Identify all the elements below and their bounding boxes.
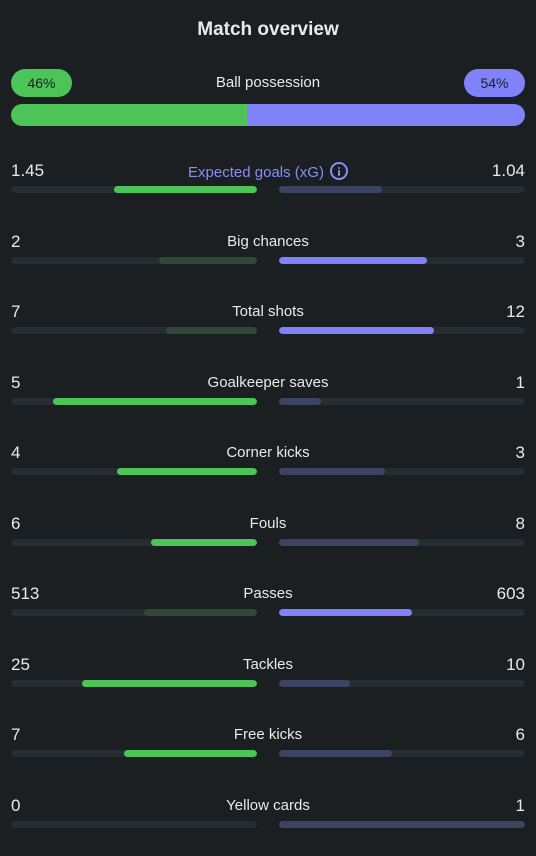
- stat-label-text: Goalkeeper saves: [207, 374, 329, 391]
- stat-label-text: Free kicks: [233, 726, 303, 743]
- home-value: 2: [11, 232, 21, 251]
- away-bar-fill: [279, 327, 434, 334]
- home-bar-track: [11, 257, 257, 264]
- stat-label: Total shots: [11, 303, 525, 320]
- away-bar-track: [279, 186, 525, 193]
- home-bar-track: [11, 680, 257, 687]
- stat-row: 4 Corner kicks 3: [11, 443, 525, 487]
- possession-bar-home: [11, 104, 248, 126]
- away-bar-fill: [279, 609, 412, 616]
- info-icon[interactable]: [329, 162, 348, 180]
- away-bar-track: [279, 257, 525, 264]
- possession-bar: [11, 104, 525, 126]
- away-value: 12: [506, 302, 525, 321]
- away-value: 10: [506, 655, 525, 674]
- home-bar-fill: [165, 327, 257, 334]
- home-value: 7: [11, 725, 21, 744]
- home-bar-track: [11, 821, 257, 828]
- away-bar-fill: [279, 257, 427, 264]
- stat-label: Tackles: [11, 656, 525, 673]
- home-bar-fill: [124, 750, 257, 757]
- home-value: 6: [11, 514, 21, 533]
- home-value: 4: [11, 443, 21, 462]
- stat-label[interactable]: Expected goals (xG): [11, 162, 525, 181]
- stat-row: 1.45 Expected goals (xG) 1.04: [11, 161, 525, 205]
- stat-label-text: Total shots: [232, 303, 304, 320]
- away-value: 8: [515, 514, 525, 533]
- home-bar-fill: [158, 257, 257, 264]
- stat-row: 6 Fouls 8: [11, 514, 525, 558]
- away-bar-track: [279, 539, 525, 546]
- home-value: 7: [11, 302, 21, 321]
- away-bar-track: [279, 398, 525, 405]
- home-bar-fill: [143, 609, 257, 616]
- away-possession-badge: 54%: [464, 69, 525, 97]
- stat-label: Yellow cards: [11, 797, 525, 814]
- away-value: 603: [496, 584, 525, 603]
- home-bar-track: [11, 468, 257, 475]
- away-bar-track: [279, 821, 525, 828]
- stat-label: Passes: [11, 585, 525, 602]
- home-bar-fill: [82, 680, 257, 687]
- stat-label-text: Fouls: [249, 515, 287, 532]
- away-value: 1.04: [491, 161, 525, 180]
- home-value: 25: [11, 655, 30, 674]
- away-bar-track: [279, 327, 525, 334]
- away-bar-fill: [279, 398, 321, 405]
- stat-row: 25 Tackles 10: [11, 655, 525, 699]
- home-possession-badge: 46%: [11, 69, 72, 97]
- away-bar-track: [279, 468, 525, 475]
- away-bar-fill: [279, 821, 525, 828]
- stat-row: 2 Big chances 3: [11, 232, 525, 276]
- away-bar-fill: [279, 539, 420, 546]
- away-value: 3: [515, 232, 525, 251]
- stat-row: 7 Free kicks 6: [11, 725, 525, 769]
- home-bar-track: [11, 398, 257, 405]
- away-value: 1: [515, 373, 525, 392]
- stat-row: 0 Yellow cards 1: [11, 796, 525, 840]
- away-value: 6: [515, 725, 525, 744]
- possession-header: 46% Ball possession 54%: [11, 69, 525, 97]
- stat-row: 513 Passes 603: [11, 584, 525, 628]
- away-bar-track: [279, 750, 525, 757]
- away-bar-fill: [279, 750, 393, 757]
- stat-label-text: Tackles: [242, 656, 294, 673]
- stat-label-text: Big chances: [227, 233, 309, 250]
- stat-label: Corner kicks: [11, 444, 525, 461]
- away-bar-fill: [279, 186, 383, 193]
- home-bar-fill: [52, 398, 257, 405]
- home-value: 513: [11, 584, 40, 603]
- possession-label: Ball possession: [215, 74, 321, 91]
- home-bar-fill: [151, 539, 257, 546]
- home-bar-track: [11, 186, 257, 193]
- stat-label: Goalkeeper saves: [11, 374, 525, 391]
- home-value: 0: [11, 796, 21, 815]
- home-value: 5: [11, 373, 21, 392]
- stat-label: Fouls: [11, 515, 525, 532]
- home-bar-track: [11, 609, 257, 616]
- home-bar-track: [11, 539, 257, 546]
- stat-label: Big chances: [11, 233, 525, 250]
- away-bar-track: [279, 609, 525, 616]
- page-title: Match overview: [197, 19, 339, 40]
- stat-row: 5 Goalkeeper saves 1: [11, 373, 525, 417]
- home-bar-track: [11, 750, 257, 757]
- away-bar-fill: [279, 468, 385, 475]
- away-value: 3: [515, 443, 525, 462]
- stat-label-text: Corner kicks: [226, 444, 310, 461]
- home-bar-track: [11, 327, 257, 334]
- possession-bar-away: [247, 104, 525, 126]
- stat-label-text: Passes: [243, 585, 293, 602]
- home-bar-fill: [116, 468, 257, 475]
- home-bar-fill: [114, 186, 257, 193]
- away-value: 1: [515, 796, 525, 815]
- stat-label-text: Expected goals (xG): [188, 164, 324, 181]
- home-value: 1.45: [11, 161, 45, 180]
- away-bar-fill: [279, 680, 351, 687]
- away-bar-track: [279, 680, 525, 687]
- stat-label-text: Yellow cards: [226, 797, 310, 814]
- stat-label: Free kicks: [11, 726, 525, 743]
- stat-row: 7 Total shots 12: [11, 302, 525, 346]
